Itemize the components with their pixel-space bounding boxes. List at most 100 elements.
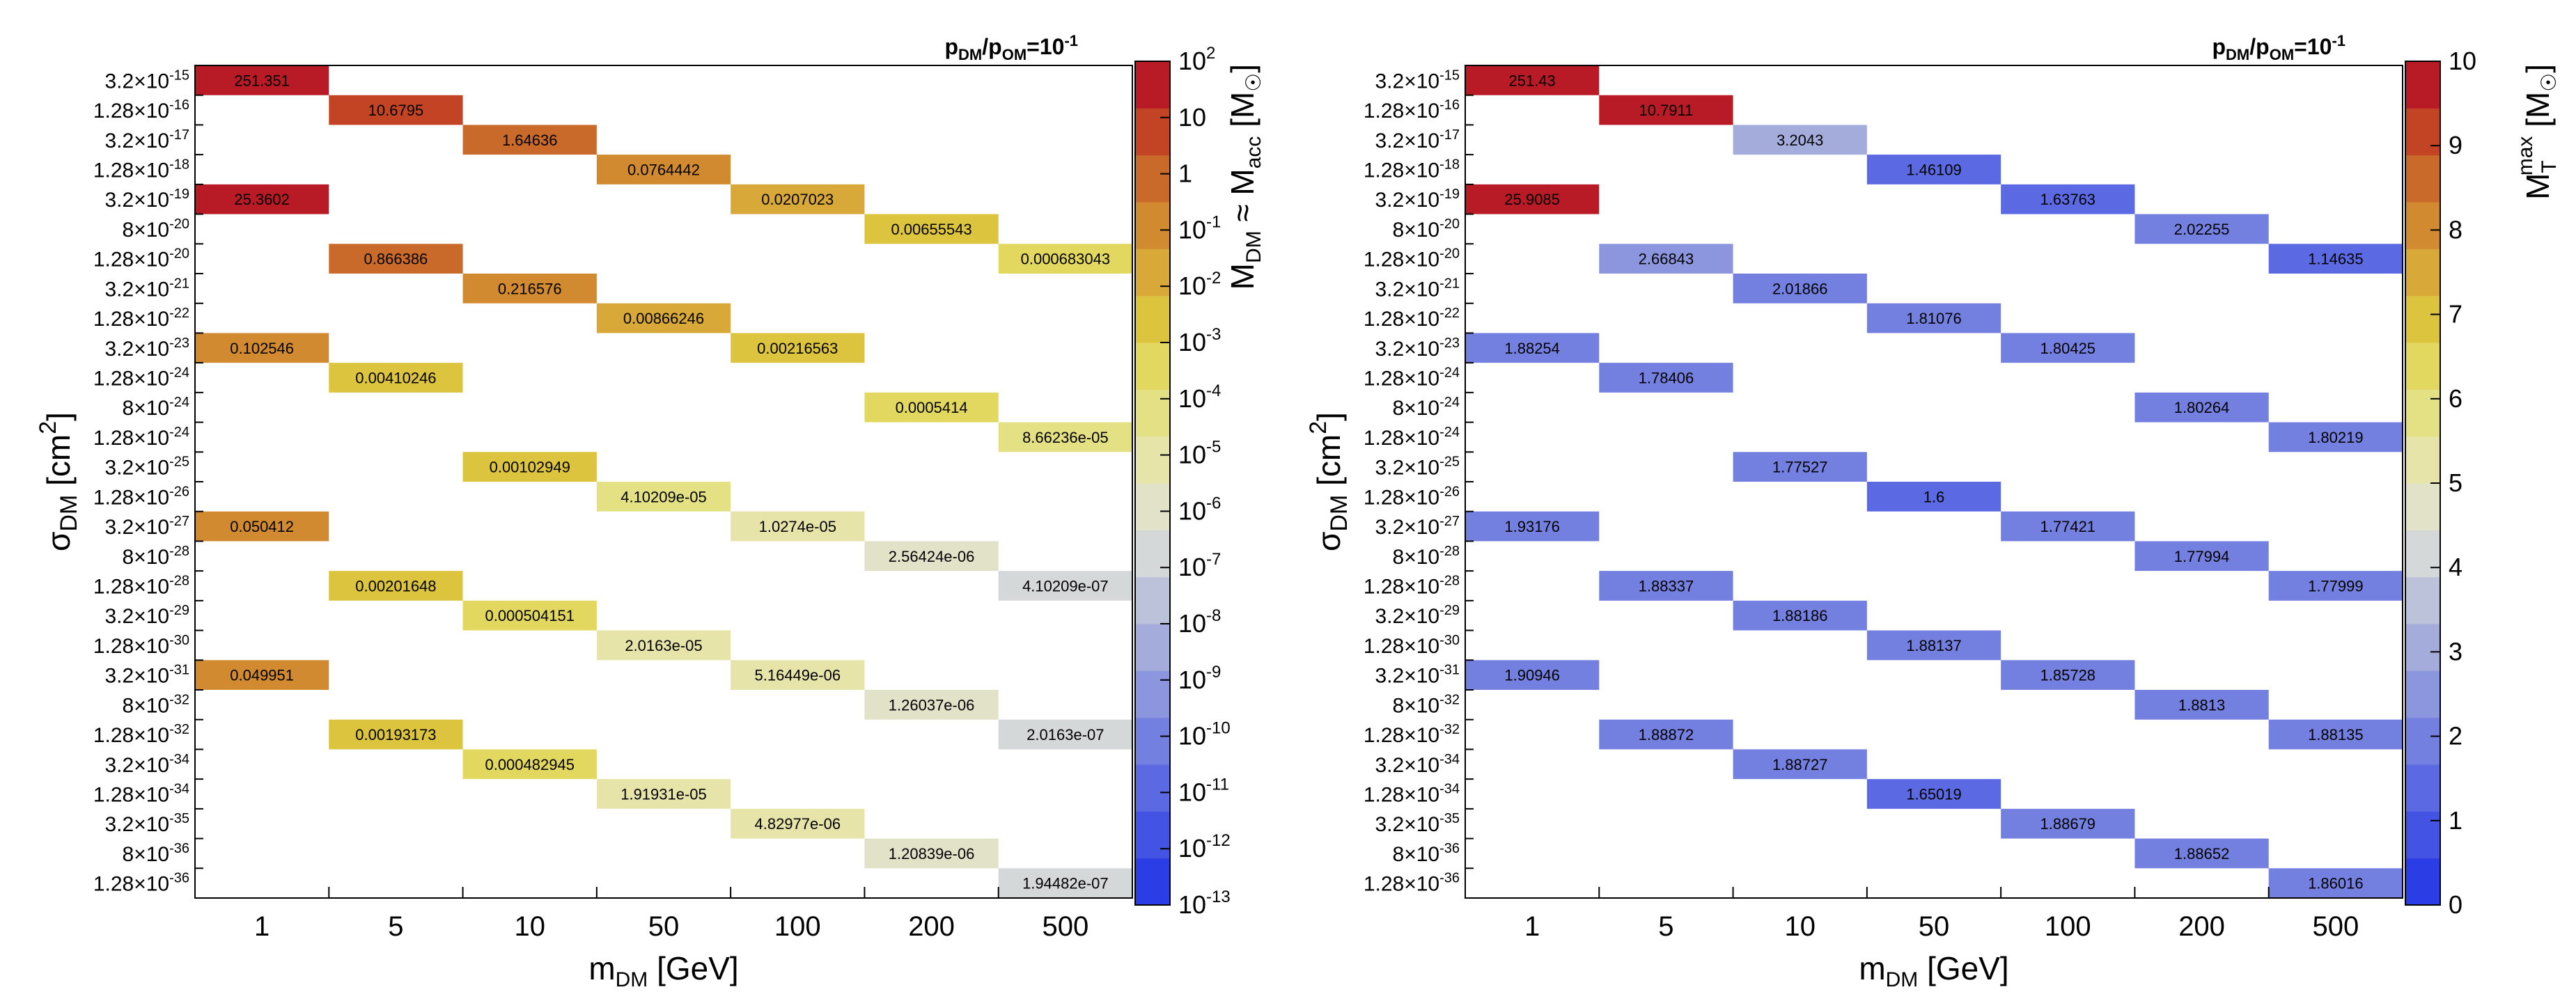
right-colorbar-tick-label: 2 [2449, 722, 2462, 750]
right-y-tick-label: 1.28×10-32 [1364, 722, 1460, 747]
left-cell-value-label: 1.91931e-05 [620, 786, 707, 803]
left-colorbar-tick-label: 10-1 [1178, 212, 1221, 244]
right-heatmap-cell [1465, 184, 1600, 214]
left-cell-value-label: 2.0163e-07 [1027, 726, 1104, 743]
left-heatmap-cell [731, 808, 865, 839]
right-y-tick-label: 3.2×10-21 [1375, 276, 1460, 301]
right-heatmap-cell [1599, 244, 1733, 274]
right-y-tick-label: 1.28×10-22 [1364, 306, 1460, 331]
right-y-tick-label: 3.2×10-15 [1375, 68, 1460, 93]
left-heatmap-cell [329, 363, 463, 393]
right-cell-value-label: 1.6 [1923, 488, 1945, 505]
left-colorbar-segment [1135, 295, 1170, 343]
left-y-tick-label: 3.2×10-15 [104, 68, 189, 93]
left-heatmap-cell [998, 244, 1132, 274]
left-cell-value-label: 0.00410246 [355, 370, 436, 387]
left-y-axis-title: σDM [cm2] [35, 412, 82, 551]
right-x-tick-label: 5 [1658, 911, 1673, 942]
left-colorbar-tick-label: 10-11 [1178, 775, 1229, 806]
left-cell-value-label: 25.3602 [234, 191, 290, 208]
right-heatmap-cell [1733, 600, 1867, 631]
left-colorbar-ticks: 102 10 1 10-1 10-2 10-3 10-4 10-5 10-6 10-7 10-8 10… [1160, 44, 1231, 919]
right-heatmap-cell [1465, 660, 1600, 690]
left-heatmap-cell [195, 184, 329, 214]
right-cell-value-label: 1.88727 [1772, 756, 1828, 773]
right-y-tick-label: 8×10-32 [1393, 692, 1460, 717]
left-y-tick-label: 3.2×10-29 [104, 603, 189, 628]
right-colorbar-segment [2405, 202, 2440, 249]
left-y-tick-label: 3.2×10-19 [104, 187, 189, 212]
left-x-tick-label: 100 [774, 911, 821, 942]
left-colorbar-tick-label: 10-4 [1178, 381, 1221, 413]
right-heatmap-cell [1465, 333, 1600, 363]
right-cell-value-label: 1.88337 [1639, 578, 1694, 595]
left-cell-value-label: 10.6795 [368, 102, 424, 119]
left-cell-value-label: 0.0207023 [761, 191, 834, 208]
left-cell-value-label: 0.00655543 [891, 221, 971, 238]
right-colorbar-segment [2405, 295, 2440, 343]
right-heatmap-cell [1465, 65, 1600, 95]
right-y-tick-label: 1.28×10-26 [1364, 484, 1460, 509]
left-cell-value-label: 5.16449e-06 [755, 667, 841, 684]
right-cell-value-label: 1.77999 [2308, 578, 2364, 595]
right-cell-value-label: 1.77527 [1772, 459, 1828, 476]
left-y-tick-label: 3.2×10-25 [104, 455, 189, 480]
right-y-tick-label: 1.28×10-24 [1364, 365, 1460, 391]
right-cell-value-label: 251.43 [1508, 72, 1555, 89]
right-heatmap-cell [2001, 184, 2135, 214]
left-y-tick-label: 1.28×10-36 [93, 871, 189, 896]
right-cell-value-label: 1.65019 [1906, 786, 1962, 803]
right-colorbar-tick-label: 7 [2449, 300, 2462, 329]
left-cell-value-label: 0.000482945 [485, 756, 574, 773]
right-cell-value-label: 1.88679 [2040, 815, 2096, 833]
left-colorbar-segment [1135, 717, 1170, 765]
left-y-tick-label: 1.28×10-18 [93, 157, 189, 182]
left-cell-value-label: 1.20839e-06 [889, 845, 975, 863]
right-cell-value-label: 1.14635 [2308, 251, 2364, 268]
left-heatmap-cell [195, 511, 329, 542]
right-colorbar-tick-label: 10 [2449, 47, 2476, 75]
right-heatmap-cell [1733, 125, 1867, 155]
right-colorbar-segment [2405, 624, 2440, 671]
right-panel-title: pDM/pOM=10-1 [2212, 32, 2346, 63]
left-y-tick-label: 8×10-36 [123, 841, 189, 866]
right-cell-value-label: 25.9085 [1504, 191, 1560, 208]
right-y-tick-label: 3.2×10-19 [1375, 187, 1460, 212]
left-y-tick-label: 1.28×10-32 [93, 722, 189, 747]
right-y-tick-label: 1.28×10-36 [1364, 871, 1460, 896]
right-heatmap-cell [1599, 571, 1733, 601]
left-colorbar-segment [1135, 155, 1170, 203]
right-colorbar-segment [2405, 576, 2440, 624]
left-colorbar-tick-label: 10-7 [1178, 550, 1221, 581]
right-heatmap-cell [2001, 660, 2135, 690]
right-y-tick-label: 3.2×10-35 [1375, 811, 1460, 836]
right-cell-value-label: 3.2043 [1777, 132, 1823, 149]
right-colorbar-tick-label: 4 [2449, 553, 2462, 581]
right-heatmap-panel: pDM/pOM=10-1 251.4310.79113.20431.461092… [1305, 32, 2561, 991]
left-x-tick-label: 10 [514, 911, 545, 942]
right-colorbar-tick-label: 9 [2449, 131, 2462, 159]
right-cell-value-label: 1.78406 [1639, 370, 1694, 387]
left-cell-value-label: 2.56424e-06 [889, 548, 975, 565]
right-x-tick-label: 200 [2178, 911, 2225, 942]
right-heatmap-cell [2001, 808, 2135, 839]
left-colorbar-tick-label: 10-12 [1178, 831, 1231, 863]
left-colorbar-tick-label: 10-2 [1178, 269, 1221, 300]
right-heatmap-cell [2134, 214, 2269, 244]
left-heatmap-cell [462, 125, 597, 155]
right-y-tick-label: 8×10-28 [1393, 544, 1460, 569]
left-heatmap-cell [195, 660, 329, 690]
right-colorbar-tick-label: 0 [2449, 890, 2462, 919]
left-cell-value-label: 4.10209e-05 [620, 488, 707, 505]
left-colorbar-tick-label: 10-6 [1178, 494, 1221, 525]
right-cell-value-label: 1.85728 [2040, 667, 2096, 684]
right-colorbar [2405, 61, 2440, 906]
left-heatmap-cell [329, 244, 463, 274]
right-x-tick-label: 10 [1784, 911, 1816, 942]
left-cell-value-label: 0.00102949 [490, 459, 570, 476]
right-heatmap-cell [2134, 541, 2269, 572]
right-y-tick-label: 3.2×10-27 [1375, 514, 1460, 539]
right-cell-value-label: 1.88137 [1906, 637, 1962, 654]
